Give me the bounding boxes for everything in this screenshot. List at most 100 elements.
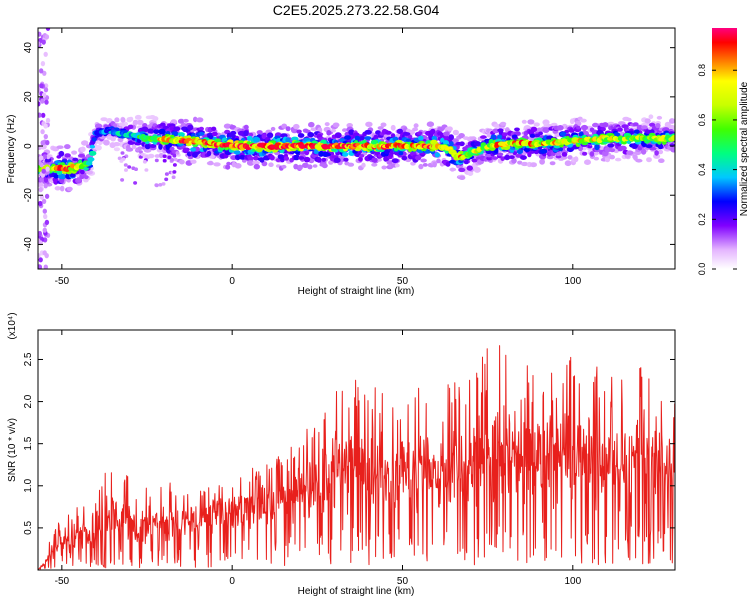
heatmap-cell [658, 158, 665, 163]
heatmap-cell [293, 154, 300, 161]
heatmap-cell [364, 136, 372, 141]
heatmap-cell [117, 156, 122, 161]
heatmap-cell [161, 182, 166, 186]
heatmap-cell [527, 119, 535, 125]
heatmap-cell [346, 123, 354, 128]
heatmap-cell [172, 154, 177, 158]
heatmap-cell [66, 186, 73, 192]
heatmap-cell [561, 152, 568, 157]
heatmap-cell [198, 131, 205, 136]
heatmap-cell [285, 137, 291, 144]
heatmap-cell [44, 219, 50, 225]
heatmap-cell [297, 133, 305, 138]
snr-y-ticks: 0.5 1.0 1.5 2.0 2.5 [23, 352, 675, 535]
heatmap-cell [252, 155, 259, 161]
heatmap-cell [77, 153, 86, 158]
heatmap-cell [307, 132, 315, 138]
heatmap-cell [434, 152, 440, 158]
y-tick-label: 0 [23, 143, 34, 149]
heatmap-cell [307, 164, 313, 170]
heatmap-cell [499, 121, 507, 126]
heatmap-cell [234, 163, 242, 169]
heatmap-cell [281, 123, 288, 129]
heatmap-y-label: Frequency (Hz) [6, 115, 17, 184]
heatmap-cell [177, 118, 185, 124]
heatmap-cell [44, 34, 50, 40]
heatmap-cell [173, 157, 178, 162]
heatmap-cell [331, 128, 336, 133]
heatmap-cell [316, 157, 322, 163]
heatmap-cell [657, 143, 664, 150]
heatmap-cell [358, 156, 363, 162]
heatmap-cell [445, 161, 451, 167]
heatmap-cell [39, 83, 44, 89]
heatmap-cell [436, 158, 441, 164]
x-tick-label: 0 [229, 576, 235, 587]
heatmap-cell [592, 122, 599, 128]
snr-scale-note: (x10⁴) [7, 312, 18, 339]
heatmap-cell [89, 144, 96, 149]
heatmap-marks [38, 28, 675, 269]
heatmap-cell [39, 177, 44, 183]
heatmap-cell [39, 155, 44, 161]
heatmap-cell [243, 124, 249, 130]
heatmap-cell [291, 136, 299, 142]
heatmap-cell [493, 123, 501, 128]
heatmap-cell [149, 144, 157, 148]
heatmap-cell [226, 161, 231, 166]
heatmap-x-label: Height of straight line (km) [298, 286, 415, 297]
heatmap-cell [72, 157, 79, 162]
heatmap-cell [252, 136, 261, 143]
heatmap-cell [120, 151, 125, 155]
heatmap-cell [53, 174, 59, 179]
heatmap-cell [473, 141, 482, 147]
heatmap-cell [43, 87, 49, 93]
heatmap-cell [207, 160, 214, 166]
heatmap-cell [270, 126, 276, 131]
heatmap-cell [173, 126, 181, 132]
heatmap-cell [127, 165, 132, 169]
heatmap-cell [56, 145, 64, 149]
heatmap-cell [275, 158, 281, 163]
heatmap-cell [303, 156, 311, 163]
heatmap-cell [120, 178, 125, 182]
heatmap-cell [214, 138, 222, 143]
heatmap-cell [381, 165, 387, 170]
heatmap-cell [342, 151, 349, 157]
heatmap-cell [626, 117, 632, 122]
heatmap-cell [162, 154, 167, 158]
heatmap-cell [617, 127, 623, 132]
y-tick-label: 20 [23, 91, 34, 103]
heatmap-cell [654, 150, 659, 156]
heatmap-cell [44, 157, 52, 163]
heatmap-cell [529, 133, 536, 138]
heatmap-panel: -50 0 50 100 -40 -20 0 20 40 Height of straight… [6, 27, 676, 297]
y-tick-label: 40 [23, 42, 34, 54]
heatmap-cell [502, 132, 508, 137]
heatmap-cell [375, 130, 381, 136]
heatmap-cell [539, 148, 548, 154]
heatmap-cell [631, 143, 638, 149]
heatmap-cell [81, 140, 89, 146]
heatmap-cell [413, 123, 419, 128]
heatmap-cell [326, 130, 332, 136]
heatmap-cell [398, 151, 404, 156]
heatmap-cell [243, 130, 249, 137]
heatmap-cell [257, 157, 265, 162]
heatmap-cell [127, 124, 134, 130]
heatmap-cell [412, 127, 419, 132]
heatmap-cell [153, 129, 160, 135]
heatmap-cell [371, 162, 378, 167]
heatmap-cell [458, 133, 465, 139]
heatmap-cell [169, 146, 175, 151]
heatmap-cell [418, 163, 424, 170]
heatmap-cell [593, 156, 599, 161]
heatmap-cell [373, 134, 379, 140]
heatmap-cell [190, 147, 197, 152]
heatmap-cell [470, 136, 477, 141]
colorbar: 0.0 0.2 0.4 0.6 0.8 Normalized spectral ampl… [697, 28, 750, 275]
heatmap-cell [334, 132, 342, 139]
heatmap-cell [491, 156, 499, 160]
colorbar-gradient [712, 28, 737, 269]
heatmap-cell [59, 185, 65, 192]
